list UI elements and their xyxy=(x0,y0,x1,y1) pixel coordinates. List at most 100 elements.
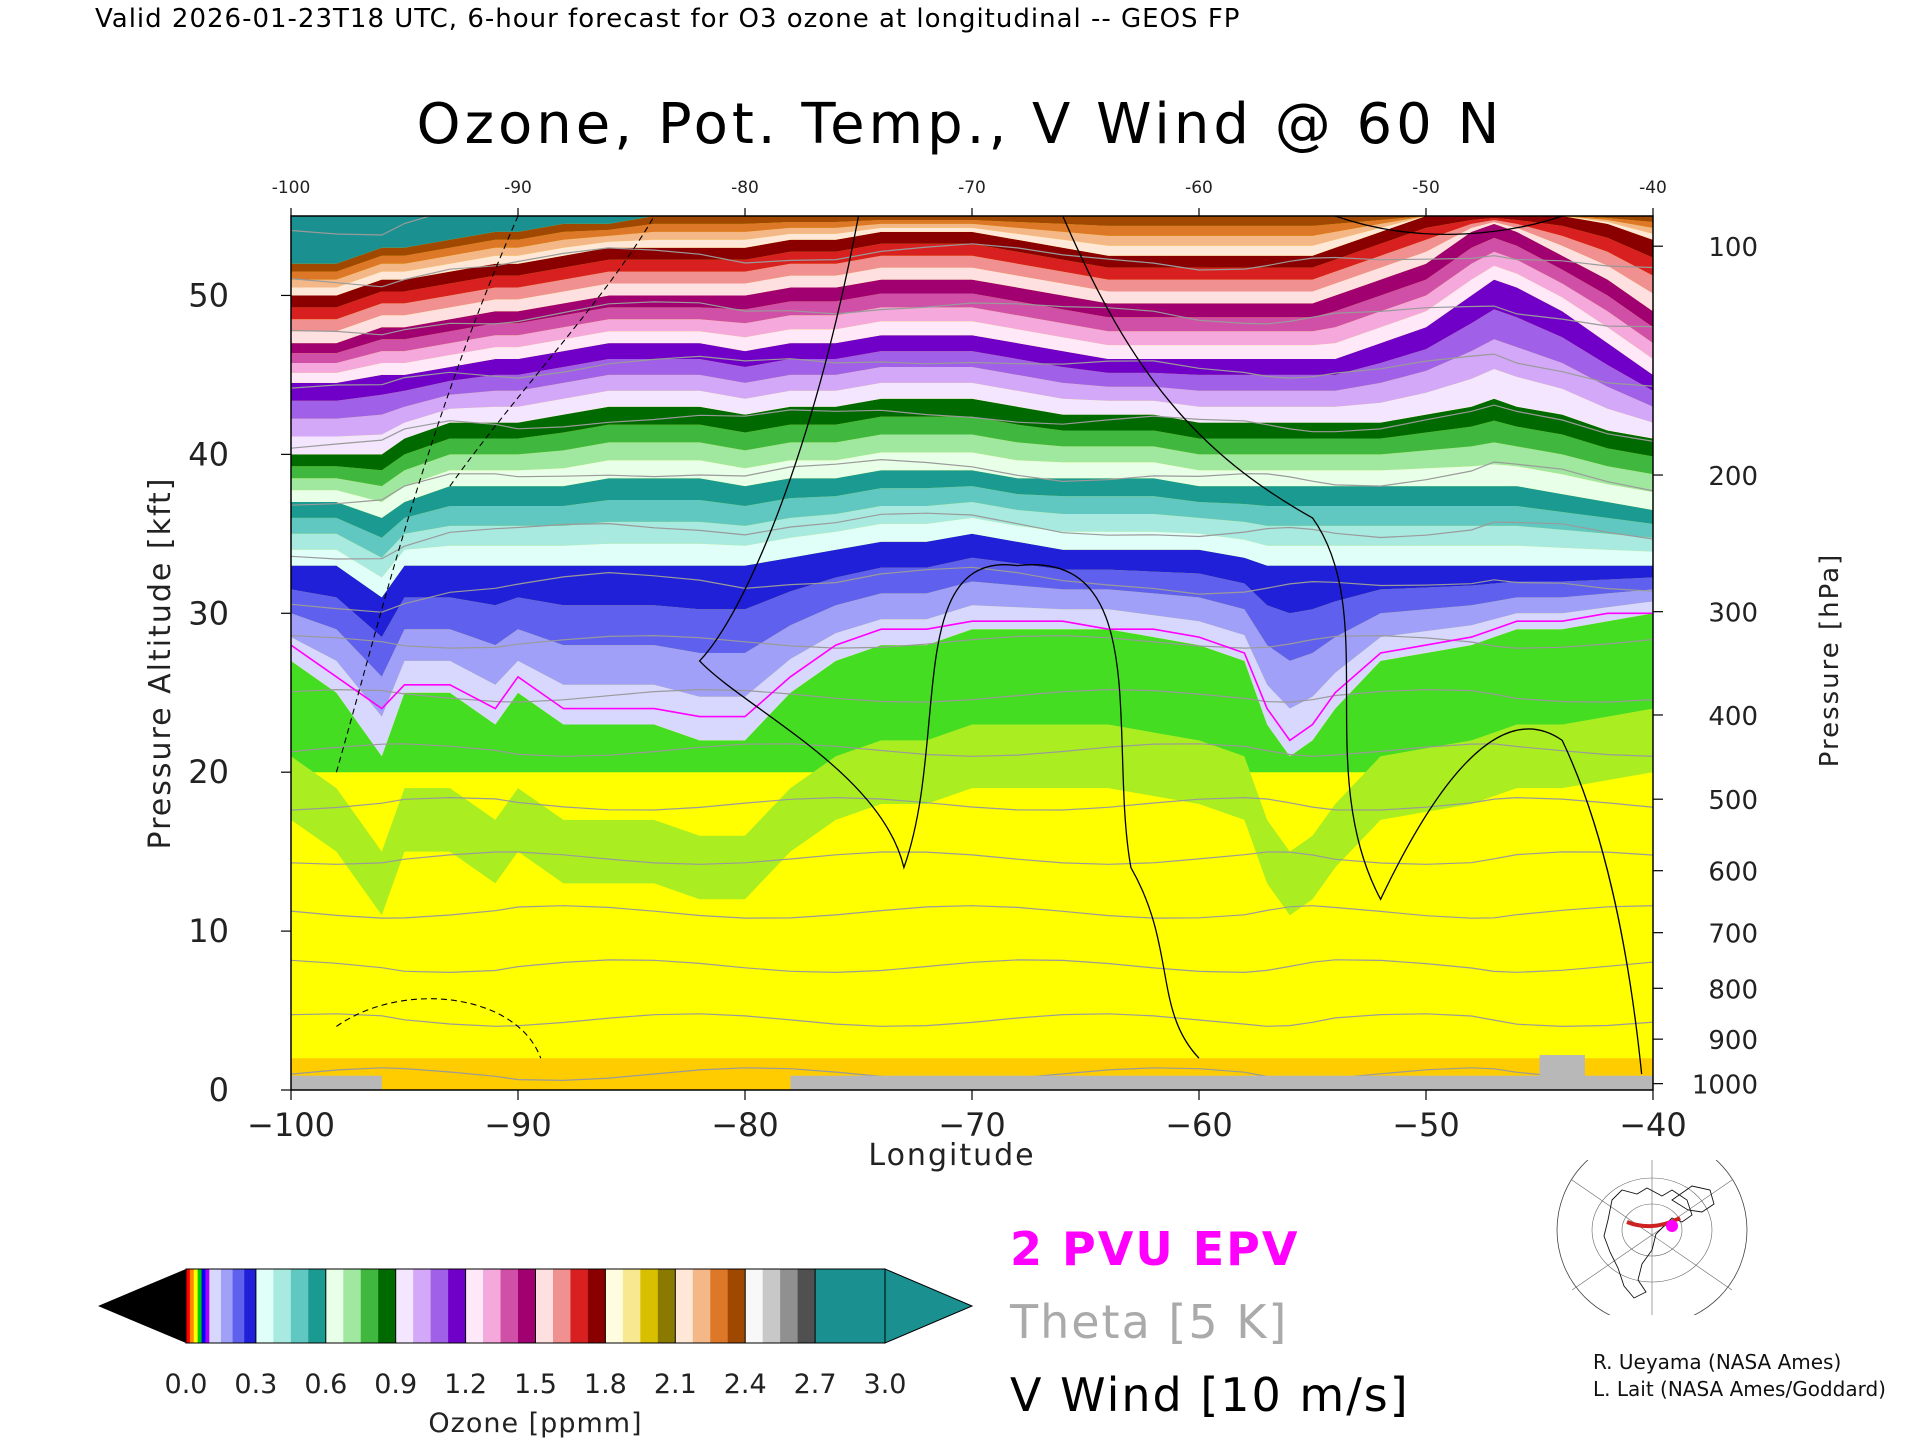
vwind-contour xyxy=(1334,216,1563,235)
pressure-tick-label: 500 xyxy=(1708,786,1758,816)
colorbar-swatch xyxy=(205,1269,210,1343)
x-top-tick-label: -100 xyxy=(272,178,311,198)
theta-contour xyxy=(291,851,1653,865)
theta-contour xyxy=(291,634,1653,649)
pressure-tick-label: 100 xyxy=(1708,233,1758,263)
colorbar-tick-label: 3.0 xyxy=(864,1369,907,1400)
colorbar-swatch xyxy=(308,1269,327,1343)
terrain xyxy=(1539,1055,1585,1090)
x-tick-label: −80 xyxy=(711,1106,779,1144)
ozone-field xyxy=(291,216,1653,1090)
theta-contour xyxy=(291,301,1653,336)
legend-epv: 2 PVU EPV xyxy=(1010,1222,1300,1276)
theta-contour xyxy=(291,1013,1653,1028)
x-top-tick-label: -70 xyxy=(958,178,986,198)
ozone-layer xyxy=(291,486,1653,558)
colorbar-tick-label: 0.9 xyxy=(374,1369,417,1400)
colorbar-swatch xyxy=(343,1269,362,1343)
ozone-layer xyxy=(291,216,1653,308)
colorbar-swatch xyxy=(197,1269,203,1343)
colorbar-swatch xyxy=(186,1269,191,1343)
colorbar-label: Ozone [ppmm] xyxy=(428,1408,642,1439)
ozone-layer xyxy=(291,223,1653,354)
y-tick-label: 40 xyxy=(188,435,229,473)
map-section-point xyxy=(1666,1220,1678,1232)
ozone-layer xyxy=(291,416,1653,487)
x-tick-label: −50 xyxy=(1392,1106,1460,1144)
colorbar-swatch xyxy=(189,1269,195,1343)
ozone-layer xyxy=(291,237,1653,363)
colorbar-swatch xyxy=(209,1269,222,1343)
colorbar-swatch xyxy=(797,1269,816,1343)
colorbar-swatch xyxy=(273,1269,292,1343)
x-axis-label: Longitude xyxy=(868,1138,1035,1173)
colorbar-swatch xyxy=(220,1269,234,1343)
colorbar-tick-label: 1.2 xyxy=(444,1369,487,1400)
pressure-axis-label: Pressure [hPa] xyxy=(1815,553,1845,768)
pressure-tick-label: 800 xyxy=(1708,975,1758,1005)
pressure-tick-label: 600 xyxy=(1708,858,1758,888)
colorbar-swatch xyxy=(692,1269,711,1343)
map-coastline xyxy=(1671,1185,1715,1213)
vwind-contour xyxy=(1062,216,1643,1075)
credit-line-1: R. Ueyama (NASA Ames) xyxy=(1593,1350,1842,1374)
ozone-layer xyxy=(291,502,1653,578)
colorbar-tick-label: 1.5 xyxy=(514,1369,557,1400)
colorbar-swatch xyxy=(815,1269,886,1343)
pressure-tick-label: 200 xyxy=(1708,462,1758,492)
ozone-layer xyxy=(291,216,1653,280)
ozone-region-green xyxy=(291,613,1653,773)
theta-contour xyxy=(291,566,1653,613)
legend-vwind: V Wind [10 m/s] xyxy=(1010,1368,1410,1422)
colorbar-swatch xyxy=(500,1269,519,1343)
colorbar-swatch xyxy=(201,1269,206,1343)
ozone-layer xyxy=(291,557,1653,677)
colorbar-swatch xyxy=(232,1269,245,1343)
colorbar-under-arrow xyxy=(98,1269,186,1343)
colorbar-swatch xyxy=(675,1269,694,1343)
y-tick-label: 0 xyxy=(209,1071,229,1109)
colorbar-swatch xyxy=(745,1269,764,1343)
colorbar-swatch xyxy=(255,1269,274,1343)
theta-contour xyxy=(291,353,1653,389)
y-tick-label: 10 xyxy=(188,912,229,950)
pressure-tick-label: 400 xyxy=(1708,702,1758,732)
epv-2pvu-contour xyxy=(291,612,1653,742)
colorbar-tick-label: 2.1 xyxy=(654,1369,697,1400)
map-section-track xyxy=(1626,1216,1681,1229)
colorbar-tick-label: 0.3 xyxy=(234,1369,277,1400)
colorbar-swatch xyxy=(325,1269,344,1343)
x-top-tick-label: -60 xyxy=(1185,178,1213,198)
ozone-colorbar: 0.0 0.3 0.6 0.9 1.2 1.5 1.8 2.1 2.4 2.7 3.0 Ozone [… xyxy=(98,1268,974,1439)
legend-theta: Theta [5 K] xyxy=(1010,1295,1289,1349)
colorbar-swatch xyxy=(640,1269,659,1343)
ozone-layer xyxy=(291,517,1653,598)
ozone-layer xyxy=(291,216,1653,264)
ozone-layer xyxy=(291,309,1653,419)
x-tick-label: −70 xyxy=(938,1106,1006,1144)
colorbar-swatch xyxy=(605,1269,624,1343)
ozone-layer xyxy=(291,216,1653,296)
colorbar-swatch xyxy=(465,1269,484,1343)
theta-contour xyxy=(291,458,1653,506)
pressure-tick-label: 900 xyxy=(1708,1026,1758,1056)
contour-overlays xyxy=(291,216,1653,1090)
colorbar-swatch xyxy=(378,1269,397,1343)
terrain xyxy=(291,1075,382,1090)
credit-line-2: L. Lait (NASA Ames/Goddard) xyxy=(1593,1377,1886,1401)
pressure-tick-label: 300 xyxy=(1708,599,1758,629)
valid-time-header: Valid 2026-01-23T18 UTC, 6-hour forecast… xyxy=(95,4,1241,34)
x-tick-label: −60 xyxy=(1165,1106,1233,1144)
colorbar-swatch xyxy=(483,1269,502,1343)
pressure-tick-label: 1000 xyxy=(1692,1071,1758,1101)
colorbar-tick-label: 1.8 xyxy=(584,1369,627,1400)
vwind-contour xyxy=(698,216,1200,1059)
colorbar-swatch xyxy=(290,1269,309,1343)
y-tick-label: 50 xyxy=(188,276,229,314)
colorbar-swatch xyxy=(552,1269,571,1343)
theta-contour xyxy=(291,404,1653,449)
y-axis-label: Pressure Altitude [kft] xyxy=(143,477,178,850)
y-tick-label: 30 xyxy=(188,594,229,632)
y-tick-label: 20 xyxy=(188,753,229,791)
ozone-layer xyxy=(291,470,1653,538)
